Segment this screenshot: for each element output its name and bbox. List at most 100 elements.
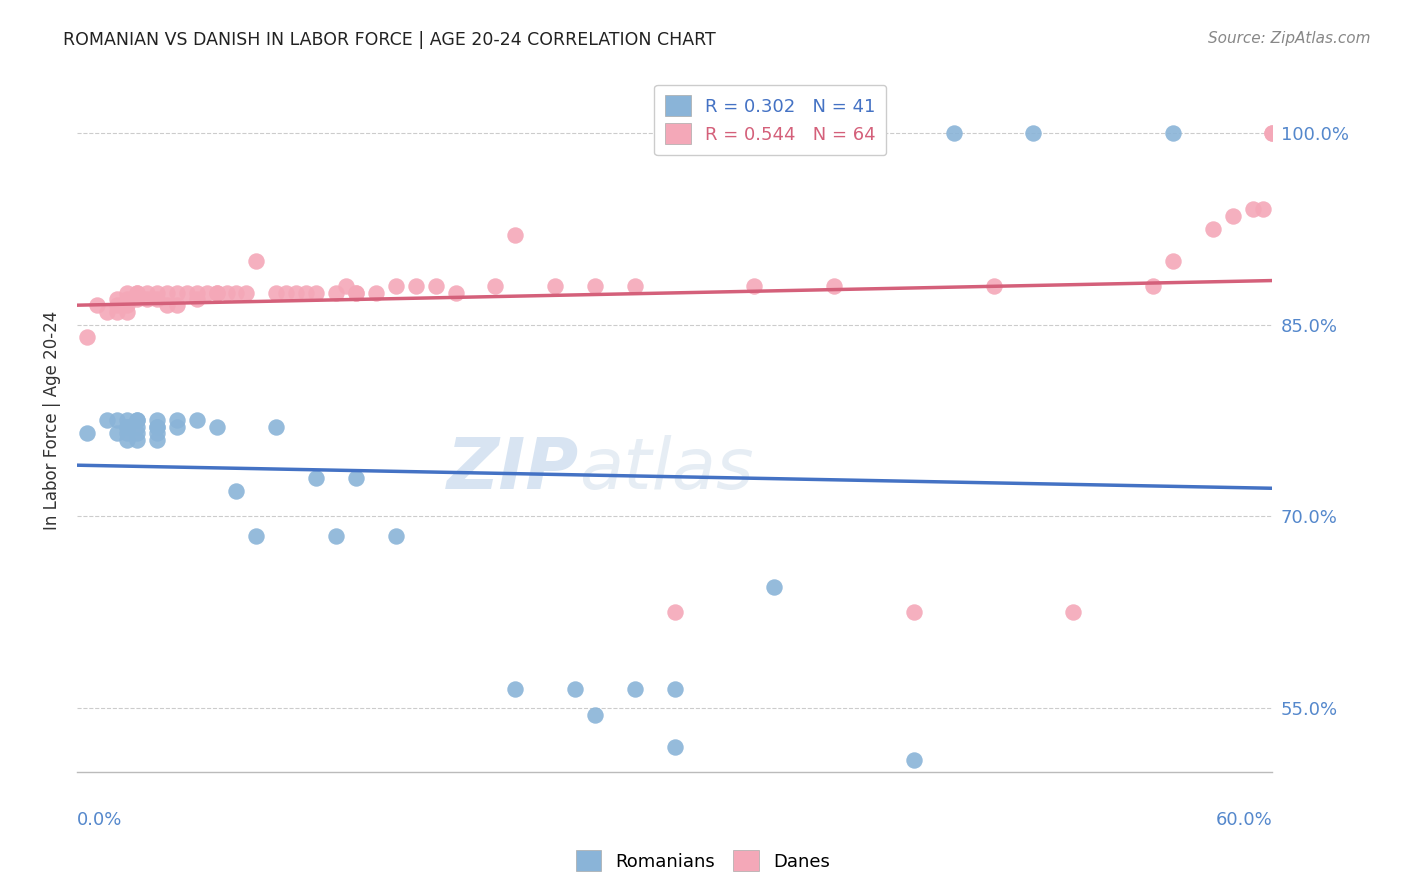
- Point: [1222, 209, 1244, 223]
- Point: [444, 285, 467, 300]
- Point: [186, 292, 208, 306]
- Legend: Romanians, Danes: Romanians, Danes: [568, 843, 838, 879]
- Point: [505, 227, 527, 242]
- Point: [1241, 202, 1264, 217]
- Point: [325, 285, 347, 300]
- Point: [285, 285, 308, 300]
- Point: [105, 304, 128, 318]
- Point: [135, 285, 157, 300]
- Point: [295, 285, 318, 300]
- Point: [96, 413, 118, 427]
- Point: [166, 285, 188, 300]
- Point: [305, 285, 328, 300]
- Point: [105, 413, 128, 427]
- Point: [205, 285, 228, 300]
- Point: [105, 292, 128, 306]
- Point: [385, 529, 408, 543]
- Point: [664, 606, 686, 620]
- Point: [176, 285, 198, 300]
- Text: 60.0%: 60.0%: [1216, 811, 1272, 829]
- Point: [146, 413, 169, 427]
- Point: [125, 426, 148, 441]
- Point: [115, 298, 138, 312]
- Point: [1261, 126, 1284, 140]
- Point: [115, 292, 138, 306]
- Point: [105, 426, 128, 441]
- Point: [1202, 221, 1225, 235]
- Point: [135, 292, 157, 306]
- Point: [215, 285, 238, 300]
- Text: ROMANIAN VS DANISH IN LABOR FORCE | AGE 20-24 CORRELATION CHART: ROMANIAN VS DANISH IN LABOR FORCE | AGE …: [63, 31, 716, 49]
- Y-axis label: In Labor Force | Age 20-24: In Labor Force | Age 20-24: [44, 311, 60, 530]
- Point: [146, 420, 169, 434]
- Point: [76, 330, 98, 344]
- Point: [266, 285, 288, 300]
- Point: [624, 279, 647, 293]
- Point: [166, 298, 188, 312]
- Text: 0.0%: 0.0%: [77, 811, 122, 829]
- Point: [186, 285, 208, 300]
- Point: [125, 413, 148, 427]
- Point: [125, 420, 148, 434]
- Point: [276, 285, 298, 300]
- Point: [624, 682, 647, 697]
- Point: [744, 279, 766, 293]
- Point: [156, 298, 179, 312]
- Point: [146, 420, 169, 434]
- Point: [146, 285, 169, 300]
- Point: [125, 285, 148, 300]
- Point: [564, 682, 586, 697]
- Point: [225, 285, 247, 300]
- Point: [1161, 126, 1184, 140]
- Point: [1261, 126, 1284, 140]
- Point: [1022, 126, 1045, 140]
- Point: [125, 285, 148, 300]
- Point: [544, 279, 567, 293]
- Point: [156, 285, 179, 300]
- Point: [105, 298, 128, 312]
- Text: atlas: atlas: [579, 435, 754, 504]
- Point: [146, 292, 169, 306]
- Point: [325, 529, 347, 543]
- Point: [983, 279, 1005, 293]
- Point: [405, 279, 427, 293]
- Text: ZIP: ZIP: [447, 435, 579, 504]
- Point: [235, 285, 257, 300]
- Point: [146, 433, 169, 447]
- Point: [664, 739, 686, 754]
- Text: Source: ZipAtlas.com: Source: ZipAtlas.com: [1208, 31, 1371, 46]
- Legend: R = 0.302   N = 41, R = 0.544   N = 64: R = 0.302 N = 41, R = 0.544 N = 64: [654, 85, 886, 155]
- Point: [115, 420, 138, 434]
- Point: [96, 304, 118, 318]
- Point: [364, 285, 387, 300]
- Point: [125, 292, 148, 306]
- Point: [903, 753, 925, 767]
- Point: [305, 471, 328, 485]
- Point: [1161, 253, 1184, 268]
- Point: [344, 285, 367, 300]
- Point: [115, 304, 138, 318]
- Point: [115, 420, 138, 434]
- Point: [763, 580, 786, 594]
- Point: [823, 279, 845, 293]
- Point: [344, 471, 367, 485]
- Point: [125, 433, 148, 447]
- Point: [1251, 202, 1274, 217]
- Point: [76, 426, 98, 441]
- Point: [205, 285, 228, 300]
- Point: [186, 413, 208, 427]
- Point: [225, 483, 247, 498]
- Point: [664, 682, 686, 697]
- Point: [484, 279, 506, 293]
- Point: [583, 707, 606, 722]
- Point: [344, 285, 367, 300]
- Point: [125, 413, 148, 427]
- Point: [195, 285, 218, 300]
- Point: [115, 433, 138, 447]
- Point: [245, 529, 267, 543]
- Point: [1062, 606, 1084, 620]
- Point: [115, 426, 138, 441]
- Point: [425, 279, 447, 293]
- Point: [146, 426, 169, 441]
- Point: [335, 279, 357, 293]
